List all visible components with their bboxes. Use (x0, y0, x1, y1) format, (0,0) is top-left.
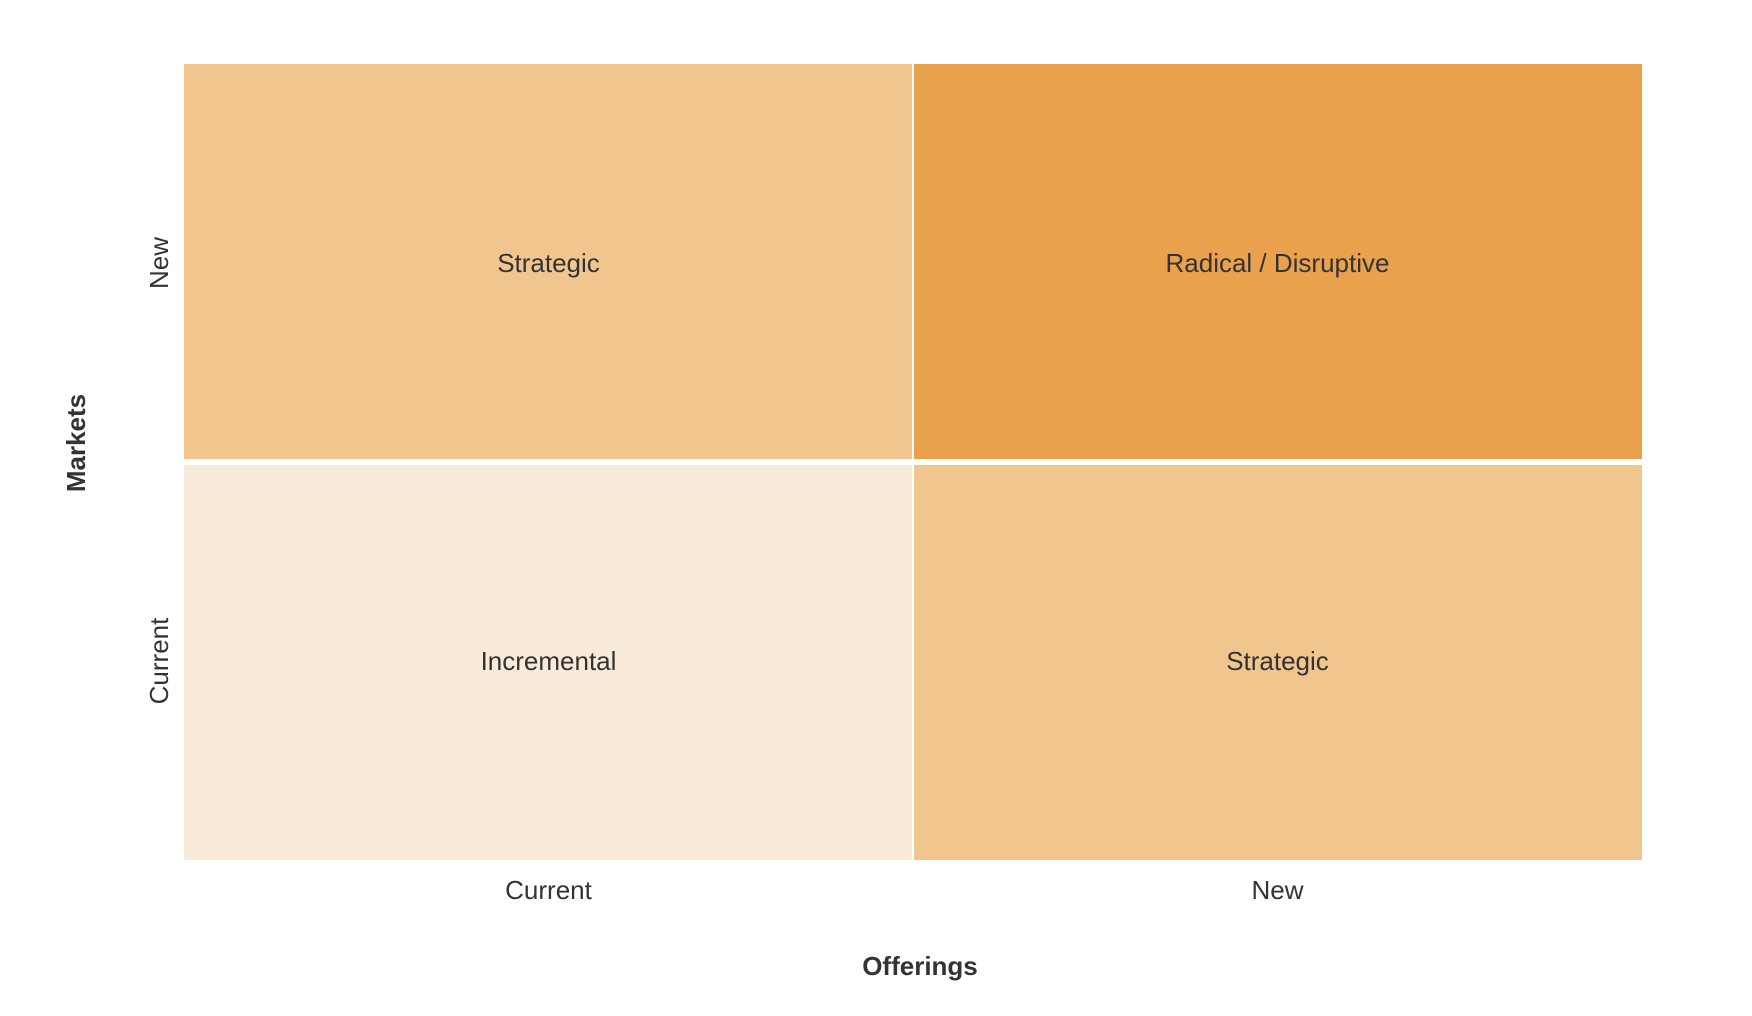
x-axis-label: Offerings (862, 951, 978, 981)
quadrant-label: Radical / Disruptive (1166, 248, 1390, 278)
quadrant-cell (914, 64, 1642, 459)
quadrant-label: Strategic (1226, 646, 1329, 676)
x-tick-label: New (1251, 875, 1303, 905)
y-tick-label: Current (144, 617, 174, 704)
quadrant-label: Strategic (497, 248, 600, 278)
quadrant-cell (184, 64, 912, 459)
quadrant-cell (184, 465, 912, 860)
y-tick-label: New (144, 237, 174, 289)
y-axis-label: Markets (61, 394, 91, 492)
quadrant-label: Incremental (481, 646, 617, 676)
quadrant-cell (914, 465, 1642, 860)
x-tick-label: Current (505, 875, 592, 905)
